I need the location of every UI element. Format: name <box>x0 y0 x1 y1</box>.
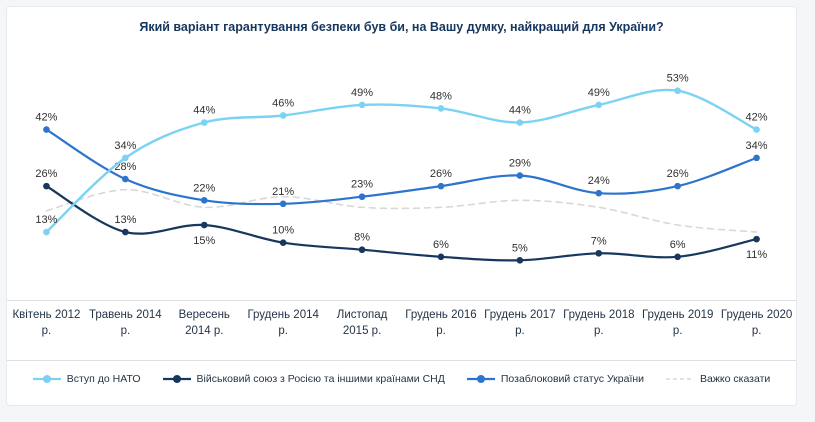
series-marker-2 <box>595 189 603 197</box>
legend-marker-icon <box>32 375 61 384</box>
series-marker-2 <box>753 154 760 162</box>
data-label: 8% <box>354 232 370 244</box>
data-label: 29% <box>509 158 531 170</box>
series-marker-0 <box>437 105 445 112</box>
series-marker-2 <box>122 175 129 183</box>
x-axis-label: Грудень 2020 р. <box>720 309 793 338</box>
data-label: 42% <box>35 112 57 124</box>
series-marker-1 <box>358 246 366 254</box>
series-marker-0 <box>753 126 760 133</box>
x-axis-label: Грудень 2018 р. <box>563 309 635 338</box>
legend-label: Позаблоковий статус України <box>500 373 645 386</box>
data-label: 7% <box>591 235 607 247</box>
series-marker-0 <box>43 228 50 236</box>
legend-marker-icon <box>162 375 191 384</box>
legend-item-3: Важко сказати <box>666 373 770 385</box>
series-marker-0 <box>200 119 208 126</box>
chart-card: Який варіант гарантування безпеки був би… <box>6 6 797 406</box>
series-marker-1 <box>200 221 208 229</box>
legend: Вступ до НАТО Військовий союз з Росією та… <box>7 360 796 385</box>
x-axis-label: Квітень 2012 р. <box>12 309 81 338</box>
data-label: 13% <box>114 214 136 226</box>
data-label: 11% <box>746 249 767 261</box>
series-line-3 <box>45 188 758 233</box>
series-marker-0 <box>595 101 603 109</box>
series-marker-2 <box>279 200 287 208</box>
data-label: 22% <box>193 182 215 194</box>
series-marker-2 <box>437 182 445 190</box>
line-chart-svg: 26% 13% 15% 10% 8% 6% 5% 7% 6% 11% 42% 28% 22% 21% 23%… <box>35 73 768 264</box>
series-marker-1 <box>516 257 524 264</box>
legend-label: Важко сказати <box>700 373 771 386</box>
x-axis-label: Вересень 2014 р. <box>178 309 230 338</box>
series-marker-1 <box>437 253 445 261</box>
data-label: 13% <box>35 214 57 226</box>
x-axis-label: Грудень 2016 р. <box>405 309 477 338</box>
legend-marker-icon <box>666 378 695 380</box>
series-marker-1 <box>122 228 129 236</box>
x-axis-label: Листопад 2015 р. <box>336 309 388 338</box>
series-marker-0 <box>674 87 681 95</box>
data-label: 48% <box>430 90 452 102</box>
series-marker-0 <box>516 119 524 126</box>
series-marker-2 <box>516 172 524 179</box>
legend-item-1: Військовий союз з Росією та іншими країн… <box>162 373 445 386</box>
data-label: 24% <box>588 175 610 187</box>
series-marker-2 <box>200 196 208 204</box>
chart-title: Який варіант гарантування безпеки був би… <box>139 20 664 34</box>
data-label: 6% <box>433 239 449 251</box>
data-label: 34% <box>746 140 768 152</box>
legend-item-2: Позаблоковий статус України <box>466 373 645 386</box>
legend-item-0: Вступ до НАТО <box>32 373 141 386</box>
x-axis-label: Травень 2014 р. <box>89 309 162 338</box>
data-label: 6% <box>670 239 686 251</box>
data-label: 23% <box>351 179 373 191</box>
series-marker-1 <box>279 239 287 246</box>
data-label: 34% <box>114 140 136 152</box>
legend-label: Військовий союз з Росією та іншими країн… <box>196 373 445 386</box>
series-marker-0 <box>358 101 366 109</box>
data-label: 5% <box>512 242 528 254</box>
series-marker-0 <box>279 112 287 119</box>
data-label: 49% <box>351 87 373 99</box>
series-marker-1 <box>674 253 681 261</box>
series-marker-1 <box>595 249 603 257</box>
series-line-1 <box>45 185 758 262</box>
data-label: 26% <box>430 168 452 180</box>
series-marker-2 <box>43 126 50 133</box>
data-label: 10% <box>272 225 294 237</box>
data-label: 26% <box>35 168 57 180</box>
series-marker-2 <box>358 193 366 201</box>
series-line-0 <box>45 88 758 234</box>
series-marker-2 <box>674 182 681 190</box>
x-axis: Квітень 2012 р. Травень 2014 р. Вересень 2… <box>7 300 796 344</box>
data-label: 44% <box>509 105 531 117</box>
x-axis-label: Грудень 2017 р. <box>484 309 556 338</box>
data-label: 28% <box>114 161 136 173</box>
data-label: 42% <box>746 112 768 124</box>
legend-label: Вступ до НАТО <box>66 373 141 386</box>
data-label: 15% <box>193 235 215 247</box>
series-marker-0 <box>122 154 129 162</box>
series-marker-1 <box>43 182 50 190</box>
data-label: 53% <box>667 73 689 85</box>
series-line-2 <box>45 128 758 206</box>
plot-area: 26% 13% 15% 10% 8% 6% 5% 7% 6% 11% 42% 28% 22% 21% 23%… <box>7 38 796 300</box>
data-label: 44% <box>193 105 215 117</box>
data-label: 49% <box>588 87 610 99</box>
legend-marker-icon <box>466 375 495 384</box>
x-axis-label: Грудень 2014 р. <box>247 309 319 338</box>
data-label: 46% <box>272 97 294 109</box>
series-marker-1 <box>753 235 760 243</box>
data-label: 21% <box>272 186 294 198</box>
x-axis-label: Грудень 2019 р. <box>641 309 714 338</box>
data-label: 26% <box>667 168 689 180</box>
